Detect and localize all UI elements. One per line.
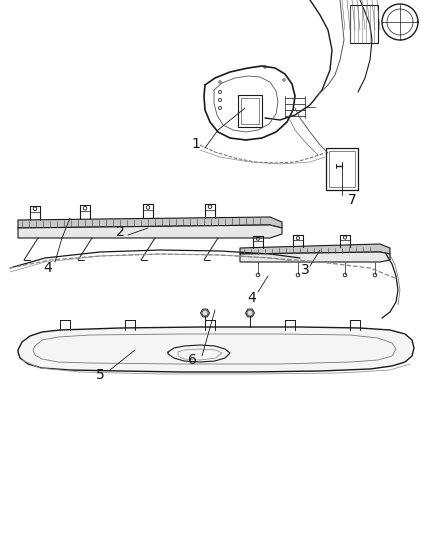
Bar bbox=[238, 95, 262, 127]
Polygon shape bbox=[240, 252, 390, 262]
Polygon shape bbox=[18, 225, 282, 238]
Polygon shape bbox=[18, 327, 414, 372]
Polygon shape bbox=[18, 217, 282, 228]
Text: 7: 7 bbox=[348, 193, 357, 207]
Bar bbox=[329, 151, 355, 187]
Text: 1: 1 bbox=[191, 137, 201, 151]
Bar bbox=[350, 5, 378, 43]
Bar bbox=[326, 148, 358, 190]
Text: 2: 2 bbox=[116, 225, 124, 239]
Polygon shape bbox=[240, 244, 390, 254]
Text: 5: 5 bbox=[95, 368, 104, 382]
Text: 4: 4 bbox=[247, 291, 256, 305]
Text: 3: 3 bbox=[300, 263, 309, 277]
Bar bbox=[241, 98, 259, 124]
Text: 4: 4 bbox=[44, 261, 53, 275]
Text: 6: 6 bbox=[187, 353, 196, 367]
